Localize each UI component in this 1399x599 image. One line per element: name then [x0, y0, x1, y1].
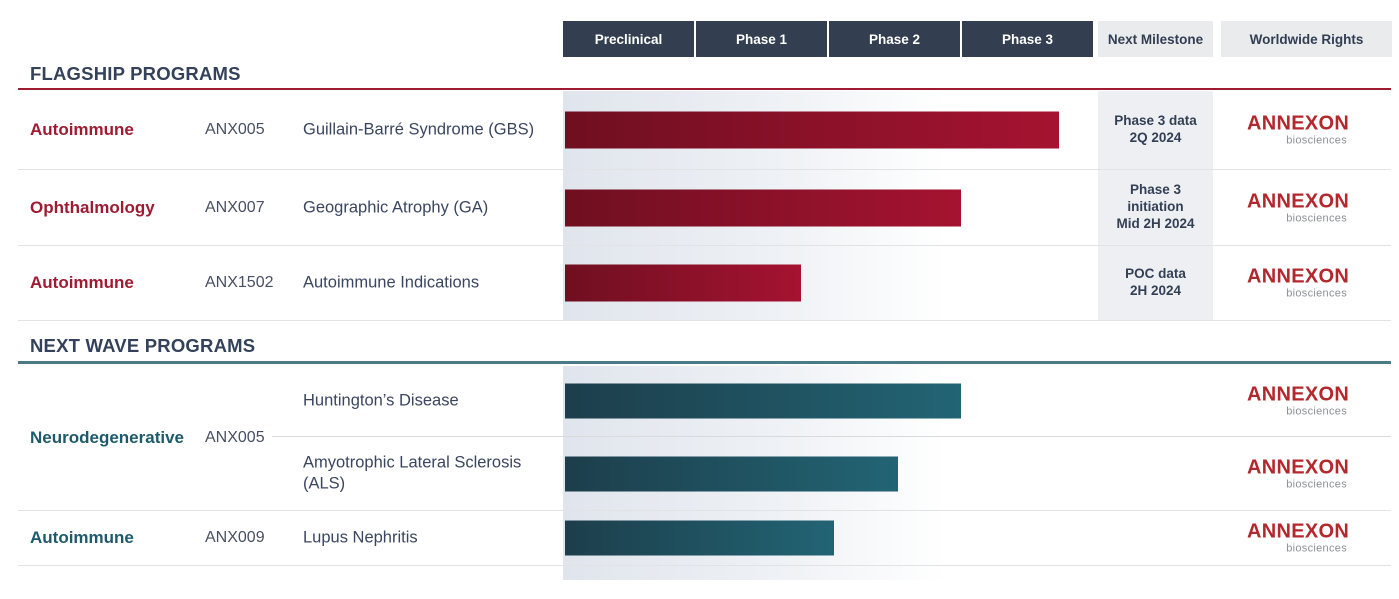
sub-row-divider [272, 436, 1391, 437]
row-divider [18, 245, 1391, 246]
indication-label: Amyotrophic Lateral Sclerosis (ALS) [303, 453, 522, 493]
pipeline-group-neurodegenerative: Neurodegenerative ANX005 [0, 366, 1399, 510]
annexon-logo-tagline: biosciences [1286, 478, 1347, 490]
row-divider [18, 510, 1391, 511]
category-label: Neurodegenerative [30, 428, 184, 447]
annexon-logo-tagline: biosciences [1286, 405, 1347, 418]
progress-bar [565, 520, 834, 556]
program-id: ANX005 [205, 121, 265, 138]
annexon-logo-tagline: biosciences [1286, 287, 1347, 300]
progress-bar [565, 189, 961, 226]
annexon-logo: ANNEXON biosciences [1247, 112, 1350, 147]
annexon-logo: ANNEXON biosciences [1247, 190, 1350, 224]
column-header-phase3: Phase 3 [962, 21, 1093, 57]
annexon-logo-tagline: biosciences [1286, 134, 1347, 147]
indication-label: Lupus Nephritis [303, 528, 418, 547]
column-header-label: Worldwide Rights [1249, 31, 1364, 47]
program-id: ANX007 [205, 198, 265, 216]
annexon-logo-wordmark: ANNEXON [1247, 112, 1350, 135]
annexon-logo-wordmark: ANNEXON [1247, 383, 1350, 406]
column-header-label: Next Milestone [1107, 31, 1204, 47]
column-header-worldwide-rights: Worldwide Rights [1221, 21, 1392, 57]
section-title-flagship: FLAGSHIP PROGRAMS [30, 63, 241, 84]
program-id: ANX009 [205, 529, 265, 546]
milestone-text: Phase 3 initiation Mid 2H 2024 [1116, 182, 1195, 231]
annexon-logo-wordmark: ANNEXON [1247, 456, 1350, 478]
column-header-preclinical: Preclinical [563, 21, 694, 57]
annexon-logo-wordmark: ANNEXON [1247, 190, 1350, 212]
pipeline-row-lupus: Autoimmune ANX009 Lupus Nephritis ANNEXO… [0, 511, 1399, 565]
row-divider [18, 169, 1391, 170]
program-id: ANX1502 [205, 274, 274, 291]
annexon-logo-tagline: biosciences [1286, 212, 1347, 224]
category-label: Autoimmune [30, 273, 134, 292]
phase-track-tail [563, 566, 1095, 580]
progress-bar [565, 456, 898, 491]
group-label: Neurodegenerative ANX005 [0, 366, 560, 510]
progress-bar [565, 111, 1059, 149]
progress-bar [565, 264, 801, 302]
annexon-logo-wordmark: ANNEXON [1247, 520, 1350, 543]
row-divider [18, 320, 1391, 321]
row-divider [18, 565, 1391, 566]
column-header-label: Phase 2 [868, 31, 921, 47]
annexon-logo: ANNEXON biosciences [1247, 265, 1350, 300]
annexon-logo-wordmark: ANNEXON [1247, 265, 1350, 288]
column-header-label: Preclinical [594, 31, 663, 47]
annexon-logo-tagline: biosciences [1286, 542, 1347, 555]
indication-label: Autoimmune Indications [303, 273, 480, 292]
column-header-label: Phase 3 [1001, 31, 1054, 47]
category-label: Ophthalmology [30, 197, 155, 217]
pipeline-row-ga: Ophthalmology ANX007 Geographic Atrophy … [0, 170, 1399, 245]
indication-label: Guillain-Barré Syndrome (GBS) [303, 120, 535, 139]
progress-bar [565, 383, 961, 419]
column-header-phase1: Phase 1 [696, 21, 827, 57]
pipeline-row-anx1502: Autoimmune ANX1502 Autoimmune Indication… [0, 246, 1399, 320]
column-header-phase2: Phase 2 [829, 21, 960, 57]
category-label: Autoimmune [30, 120, 134, 139]
category-label: Autoimmune [30, 528, 134, 547]
milestone-cell: Phase 3 initiation Mid 2H 2024 [1098, 170, 1213, 245]
milestone-cell: Phase 3 data 2Q 2024 [1098, 91, 1213, 169]
pipeline-row-gbs: Autoimmune ANX005 Guillain-Barré Syndrom… [0, 91, 1399, 169]
program-id: ANX005 [205, 429, 265, 446]
milestone-text: Phase 3 data 2Q 2024 [1114, 113, 1197, 145]
pipeline-row-huntingtons: Huntington’s Disease ANNEXON biosciences [0, 366, 1399, 436]
indication-label: Geographic Atrophy (GA) [303, 197, 489, 216]
section-title-next-wave: NEXT WAVE PROGRAMS [30, 335, 256, 356]
milestone-cell: POC data 2H 2024 [1098, 246, 1213, 320]
pipeline-row-als: Amyotrophic Lateral Sclerosis (ALS) ANNE… [0, 437, 1399, 510]
annexon-logo: ANNEXON biosciences [1247, 456, 1350, 490]
next-wave-section-rule [18, 361, 1391, 364]
annexon-logo: ANNEXON biosciences [1247, 520, 1350, 555]
milestone-text: POC data 2H 2024 [1125, 266, 1186, 298]
column-header-label: Phase 1 [735, 31, 788, 47]
flagship-section-rule [18, 88, 1391, 90]
annexon-logo: ANNEXON biosciences [1247, 383, 1350, 418]
indication-label: Huntington’s Disease [303, 391, 459, 410]
column-header-next-milestone: Next Milestone [1098, 21, 1213, 57]
